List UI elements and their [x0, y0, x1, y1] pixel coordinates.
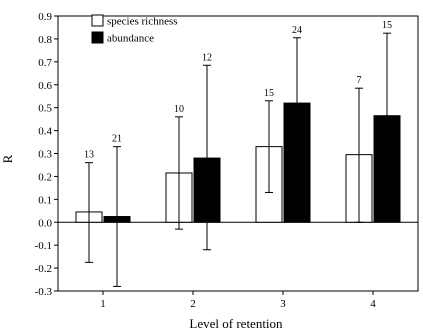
x-tick-label: 1: [100, 298, 106, 310]
y-tick-label: 0.4: [38, 126, 52, 138]
y-tick-label: 0.3: [38, 149, 52, 161]
error-bars: [85, 32, 391, 287]
y-tick-label: 0.8: [38, 34, 52, 46]
n-label-abundance: 21: [112, 134, 122, 145]
y-axis-label: R: [0, 154, 15, 163]
bars: [75, 102, 401, 223]
y-tick-label: -0.1: [35, 240, 52, 252]
legend-swatch-species-richness: [91, 14, 104, 27]
n-label-species-richness: 13: [84, 150, 94, 161]
y-tick-label: 0.2: [38, 171, 52, 183]
x-axis-label: Level of retention: [189, 316, 283, 331]
x-tick-label: 2: [190, 298, 196, 310]
y-tick-label: 0.5: [38, 103, 52, 115]
plot-frame: [57, 15, 419, 292]
legend-label-abundance: abundance: [107, 33, 154, 45]
y-tick-label: 0.7: [38, 57, 52, 69]
legend-label-species-richness: species richness: [107, 16, 178, 28]
legend: species richness abundance: [91, 14, 178, 45]
n-label-abundance: 24: [292, 25, 302, 36]
n-label-abundance: 12: [202, 52, 212, 63]
n-label-species-richness: 7: [357, 75, 362, 86]
data-labels: 13 10 15 7 21 12 24 15: [84, 20, 392, 160]
legend-swatch-abundance: [91, 31, 104, 44]
y-tick-label: 0.9: [38, 11, 52, 23]
y-tick-label: -0.2: [35, 263, 52, 275]
n-label-species-richness: 10: [174, 104, 184, 115]
x-tick-label: 3: [280, 298, 286, 310]
y-tick-label: -0.3: [35, 286, 53, 298]
y-tick-label: 0.0: [38, 217, 52, 229]
n-label-species-richness: 15: [264, 88, 274, 99]
n-label-abundance: 15: [382, 20, 392, 31]
y-tick-label: 0.1: [38, 194, 52, 206]
y-tick-label: 0.6: [38, 80, 52, 92]
x-tick-label: 4: [370, 298, 376, 310]
